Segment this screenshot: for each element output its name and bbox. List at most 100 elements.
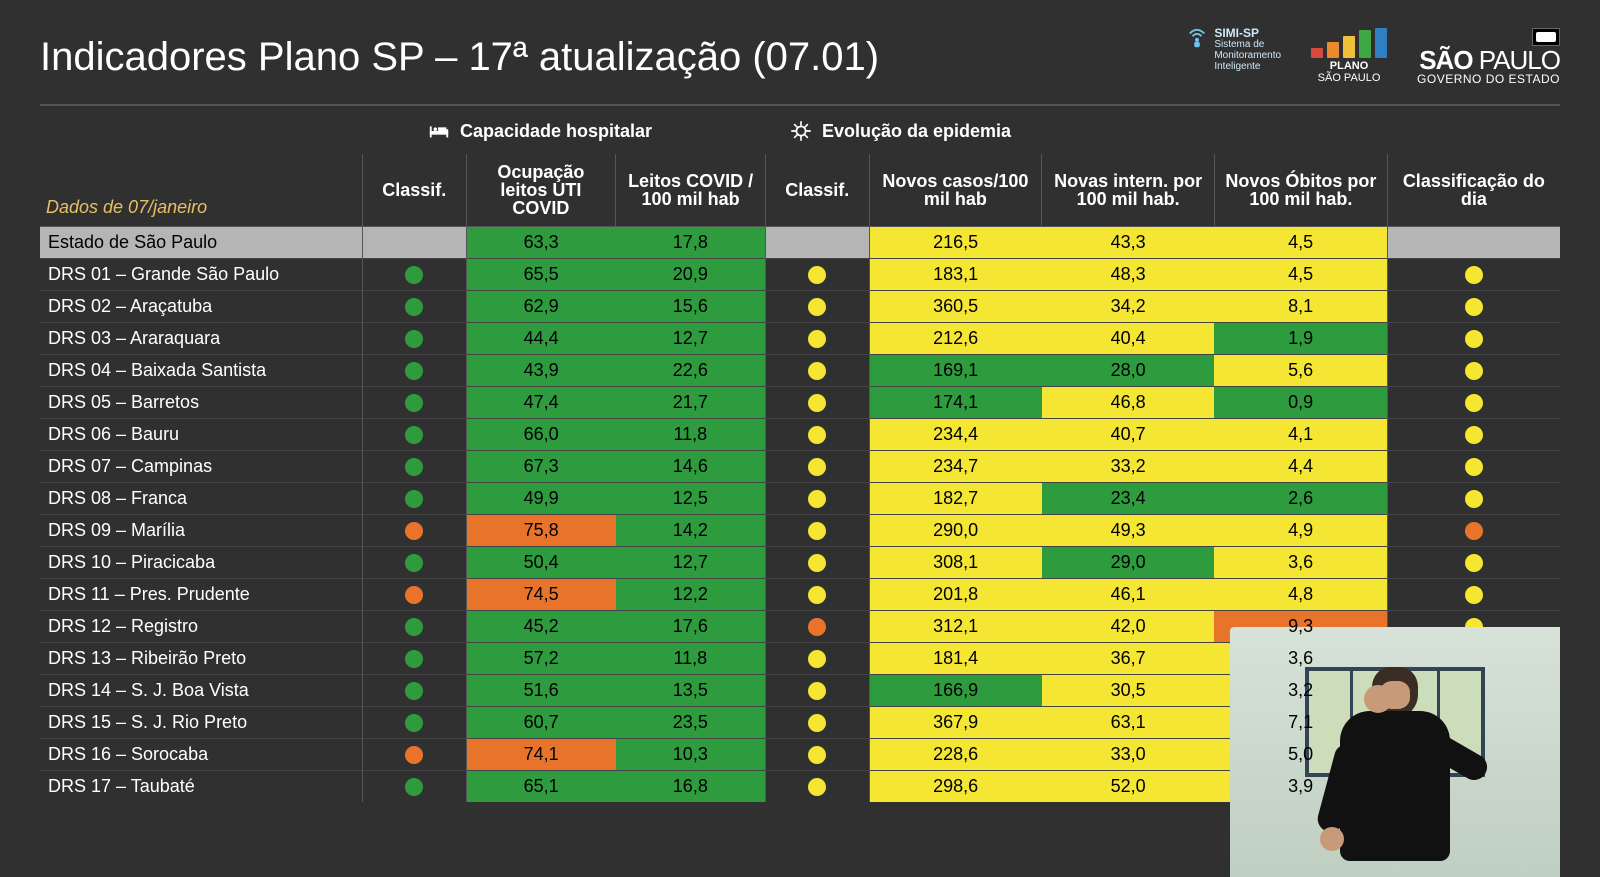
status-dot — [1465, 426, 1483, 444]
cell-value: 4,5 — [1288, 264, 1313, 284]
logo-gov-paulo: PAULO — [1479, 45, 1560, 75]
cell-value: 23,5 — [673, 712, 708, 732]
cell-value: 22,6 — [673, 360, 708, 380]
classif-final — [1387, 482, 1560, 514]
logo-gov-sao: SÃO — [1419, 45, 1479, 75]
cell-value: 174,1 — [933, 392, 978, 412]
header: Indicadores Plano SP – 17ª atualização (… — [0, 0, 1600, 104]
status-dot — [808, 554, 826, 572]
cell-value: 4,8 — [1288, 584, 1313, 604]
cell-value: 1,9 — [1288, 328, 1313, 348]
table-row: DRS 06 – Bauru66,011,8234,440,74,1 — [40, 418, 1560, 450]
cell-value: 4,4 — [1288, 456, 1313, 476]
classif-hospital — [362, 642, 466, 674]
status-dot — [405, 778, 423, 796]
classif-final — [1387, 322, 1560, 354]
cell-value: 48,3 — [1111, 264, 1146, 284]
classif-epidemic — [765, 738, 869, 770]
virus-icon — [790, 120, 812, 142]
col-obitos: Novos Óbitos por 100 mil hab. — [1214, 154, 1387, 226]
cell-value: 46,1 — [1111, 584, 1146, 604]
cell-value: 65,5 — [524, 264, 559, 284]
status-dot — [405, 362, 423, 380]
status-dot — [1465, 586, 1483, 604]
region-name: DRS 14 – S. J. Boa Vista — [40, 674, 362, 706]
cell-value: 33,0 — [1111, 744, 1146, 764]
classif-hospital — [362, 770, 466, 802]
status-dot — [405, 554, 423, 572]
classif-hospital — [362, 290, 466, 322]
cell-value: 14,6 — [673, 456, 708, 476]
cell-value: 65,1 — [524, 776, 559, 796]
cell-value: 30,5 — [1111, 680, 1146, 700]
table-row: DRS 09 – Marília75,814,2290,049,34,9 — [40, 514, 1560, 546]
classif-epidemic — [765, 706, 869, 738]
status-dot — [808, 650, 826, 668]
classif-epidemic — [765, 770, 869, 802]
region-name: DRS 11 – Pres. Prudente — [40, 578, 362, 610]
status-dot — [808, 714, 826, 732]
cell-value: 43,3 — [1111, 232, 1146, 252]
cell-value: 40,7 — [1111, 424, 1146, 444]
cell-value: 49,9 — [524, 488, 559, 508]
classif-hospital — [362, 354, 466, 386]
wifi-person-icon — [1186, 28, 1208, 50]
classif-hospital — [362, 514, 466, 546]
table-row: DRS 02 – Araçatuba62,915,6360,534,28,1 — [40, 290, 1560, 322]
cell-value: 201,8 — [933, 584, 978, 604]
cell-value: 182,7 — [933, 488, 978, 508]
cell-value: 234,4 — [933, 424, 978, 444]
cell-value: 13,5 — [673, 680, 708, 700]
classif-epidemic — [765, 418, 869, 450]
cell-value: 367,9 — [933, 712, 978, 732]
classif-final — [1387, 386, 1560, 418]
cell-value: 3,2 — [1288, 680, 1313, 700]
logo-plano-line1: PLANO — [1311, 60, 1387, 72]
status-dot — [808, 522, 826, 540]
classif-hospital — [362, 578, 466, 610]
region-name: DRS 02 – Araçatuba — [40, 290, 362, 322]
status-dot — [808, 746, 826, 764]
classif-final — [1387, 514, 1560, 546]
classif-epidemic — [765, 610, 869, 642]
logo-plano: PLANO SÃO PAULO — [1311, 28, 1387, 84]
classif-hospital — [362, 546, 466, 578]
page-title: Indicadores Plano SP – 17ª atualização (… — [40, 35, 879, 80]
cell-value: 75,8 — [524, 520, 559, 540]
cell-value: 181,4 — [933, 648, 978, 668]
classif-final — [1387, 578, 1560, 610]
table-row: DRS 10 – Piracicaba50,412,7308,129,03,6 — [40, 546, 1560, 578]
classif-hospital — [362, 258, 466, 290]
status-dot — [405, 330, 423, 348]
table-row: DRS 08 – Franca49,912,5182,723,42,6 — [40, 482, 1560, 514]
cell-value: 36,7 — [1111, 648, 1146, 668]
classif-epidemic — [765, 258, 869, 290]
cell-value: 360,5 — [933, 296, 978, 316]
cell-value: 2,6 — [1288, 488, 1313, 508]
status-dot — [808, 266, 826, 284]
cell-value: 51,6 — [524, 680, 559, 700]
cell-value: 5,0 — [1288, 744, 1313, 764]
plano-bars-icon — [1311, 28, 1387, 58]
region-name: DRS 13 – Ribeirão Preto — [40, 642, 362, 674]
cell-value: 21,7 — [673, 392, 708, 412]
cell-value: 12,2 — [673, 584, 708, 604]
logo-gov: SÃO PAULO GOVERNO DO ESTADO — [1417, 28, 1560, 86]
status-dot — [1465, 298, 1483, 316]
region-name: DRS 15 – S. J. Rio Preto — [40, 706, 362, 738]
classif-final — [1387, 546, 1560, 578]
classif-hospital — [362, 674, 466, 706]
cell-value: 290,0 — [933, 520, 978, 540]
region-name: DRS 17 – Taubaté — [40, 770, 362, 802]
cell-value: 28,0 — [1111, 360, 1146, 380]
region-name: DRS 07 – Campinas — [40, 450, 362, 482]
classif-epidemic — [765, 322, 869, 354]
col-final: Classificação do dia — [1387, 154, 1560, 226]
cell-value: 234,7 — [933, 456, 978, 476]
region-name: DRS 03 – Araraquara — [40, 322, 362, 354]
table-row: DRS 01 – Grande São Paulo65,520,9183,148… — [40, 258, 1560, 290]
cell-value: 44,4 — [524, 328, 559, 348]
cell-value: 17,8 — [673, 232, 708, 252]
cell-value: 3,6 — [1288, 648, 1313, 668]
classif-hospital — [362, 450, 466, 482]
